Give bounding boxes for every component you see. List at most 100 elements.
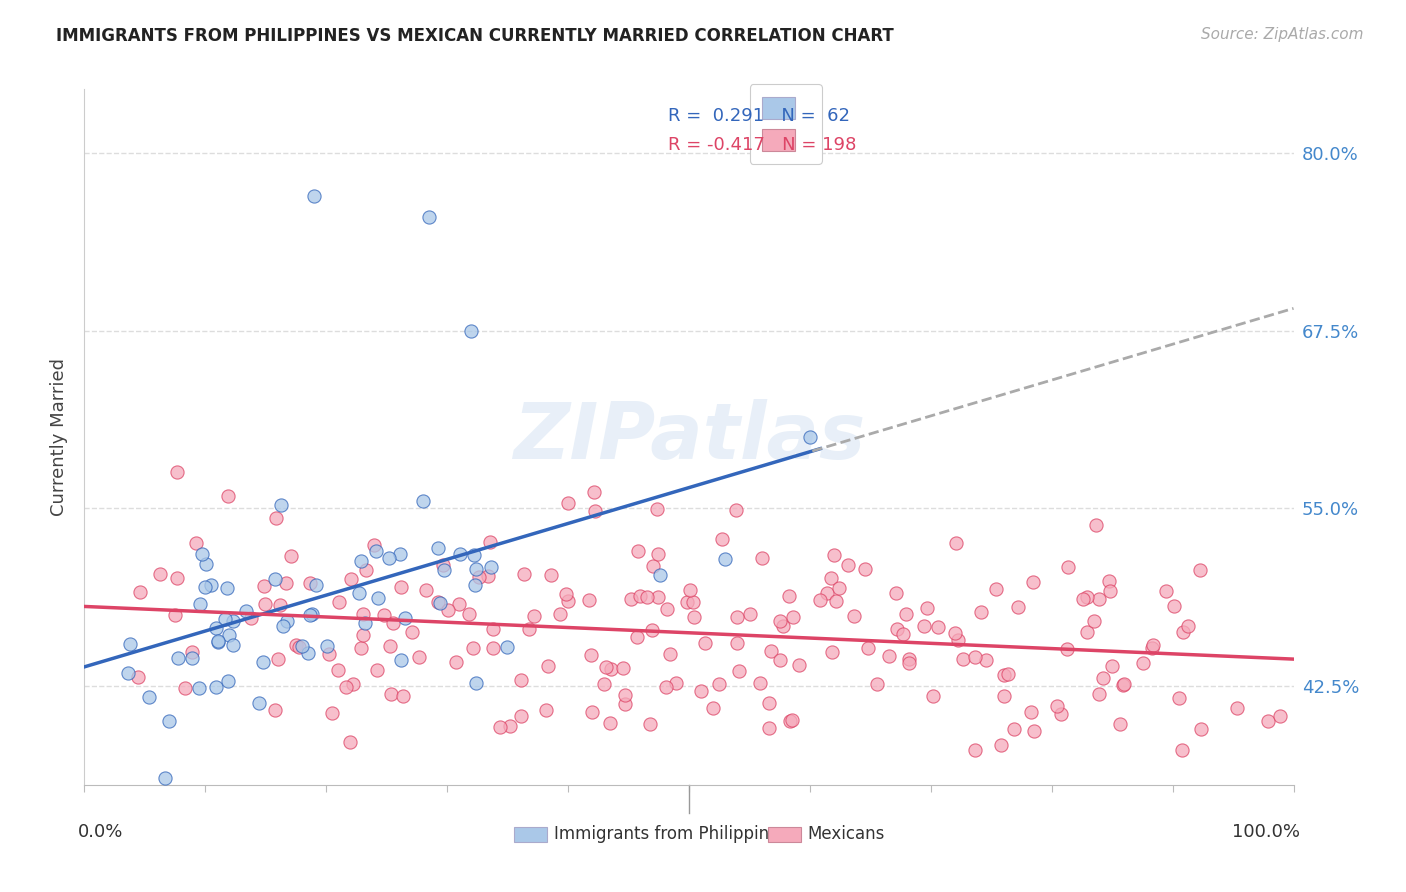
Point: [769, 614, 792, 628]
Point: [217, 674, 239, 689]
Point: [866, 677, 889, 691]
Point: [758, 721, 780, 735]
Point: [318, 647, 340, 661]
Point: [1022, 574, 1045, 589]
Point: [1083, 614, 1105, 628]
Point: [509, 709, 531, 723]
Point: [581, 705, 603, 719]
Point: [217, 581, 239, 595]
Point: [600, 661, 623, 675]
Point: [1046, 698, 1069, 713]
Point: [1098, 574, 1121, 588]
Point: [271, 619, 294, 633]
Point: [117, 665, 139, 680]
Point: [769, 653, 792, 667]
Text: IMMIGRANTS FROM PHILIPPINES VS MEXICAN CURRENTLY MARRIED CORRELATION CHART: IMMIGRANTS FROM PHILIPPINES VS MEXICAN C…: [56, 27, 894, 45]
Point: [389, 580, 412, 594]
Point: [1112, 678, 1135, 692]
Point: [952, 651, 974, 665]
Point: [214, 612, 236, 626]
Text: Source: ZipAtlas.com: Source: ZipAtlas.com: [1201, 27, 1364, 42]
Point: [751, 551, 773, 566]
Point: [163, 607, 186, 622]
Point: [630, 589, 652, 603]
Point: [1076, 590, 1098, 604]
Point: [946, 633, 969, 648]
Point: [342, 677, 364, 691]
Point: [1132, 657, 1154, 671]
Point: [659, 647, 682, 661]
Point: [465, 562, 488, 576]
Text: 100.0%: 100.0%: [1232, 823, 1299, 841]
Point: [897, 657, 920, 671]
Point: [301, 607, 323, 622]
Point: [194, 558, 217, 572]
Point: [174, 681, 197, 696]
Point: [495, 640, 517, 654]
FancyBboxPatch shape: [513, 827, 547, 842]
Point: [824, 593, 846, 607]
Point: [1188, 563, 1211, 577]
Point: [499, 719, 522, 733]
Point: [842, 609, 865, 624]
Point: [366, 663, 388, 677]
Point: [364, 544, 387, 558]
Point: [778, 589, 800, 603]
Point: [315, 640, 337, 654]
Point: [328, 664, 350, 678]
Point: [655, 602, 678, 616]
Point: [728, 664, 751, 678]
Point: [288, 640, 311, 654]
Point: [963, 650, 986, 665]
Point: [626, 544, 648, 558]
Point: [166, 571, 188, 585]
Point: [187, 681, 209, 695]
Point: [394, 611, 416, 625]
Point: [449, 547, 471, 561]
Point: [693, 636, 716, 650]
Text: 0.0%: 0.0%: [79, 823, 124, 841]
Point: [1024, 723, 1046, 738]
Point: [648, 568, 671, 582]
Point: [222, 614, 245, 628]
Text: Mexicans: Mexicans: [807, 825, 884, 843]
Point: [291, 639, 314, 653]
Point: [401, 624, 423, 639]
Point: [340, 572, 363, 586]
Point: [894, 607, 917, 621]
Point: [412, 494, 434, 508]
Point: [1101, 659, 1123, 673]
Point: [254, 597, 277, 611]
Point: [799, 430, 821, 444]
Point: [636, 590, 658, 604]
Point: [893, 627, 915, 641]
Text: Immigrants from Philippines: Immigrants from Philippines: [554, 825, 787, 843]
Point: [194, 580, 217, 594]
Point: [725, 636, 748, 650]
Point: [665, 676, 688, 690]
Point: [207, 635, 229, 649]
Point: [460, 324, 482, 338]
Point: [1108, 717, 1130, 731]
Text: ZIPatlas: ZIPatlas: [513, 399, 865, 475]
Point: [583, 504, 606, 518]
Point: [675, 595, 697, 609]
Point: [993, 667, 1015, 681]
Point: [266, 652, 288, 666]
Point: [433, 563, 456, 577]
Point: [415, 583, 437, 598]
Point: [713, 552, 735, 566]
Point: [276, 576, 298, 591]
Point: [548, 607, 571, 622]
Point: [1140, 641, 1163, 656]
Point: [823, 548, 845, 562]
Point: [853, 562, 876, 576]
Point: [427, 595, 450, 609]
Point: [645, 502, 668, 516]
Point: [772, 618, 794, 632]
Point: [269, 598, 291, 612]
Point: [1076, 624, 1098, 639]
Point: [682, 610, 704, 624]
Point: [239, 611, 262, 625]
Point: [578, 593, 600, 607]
